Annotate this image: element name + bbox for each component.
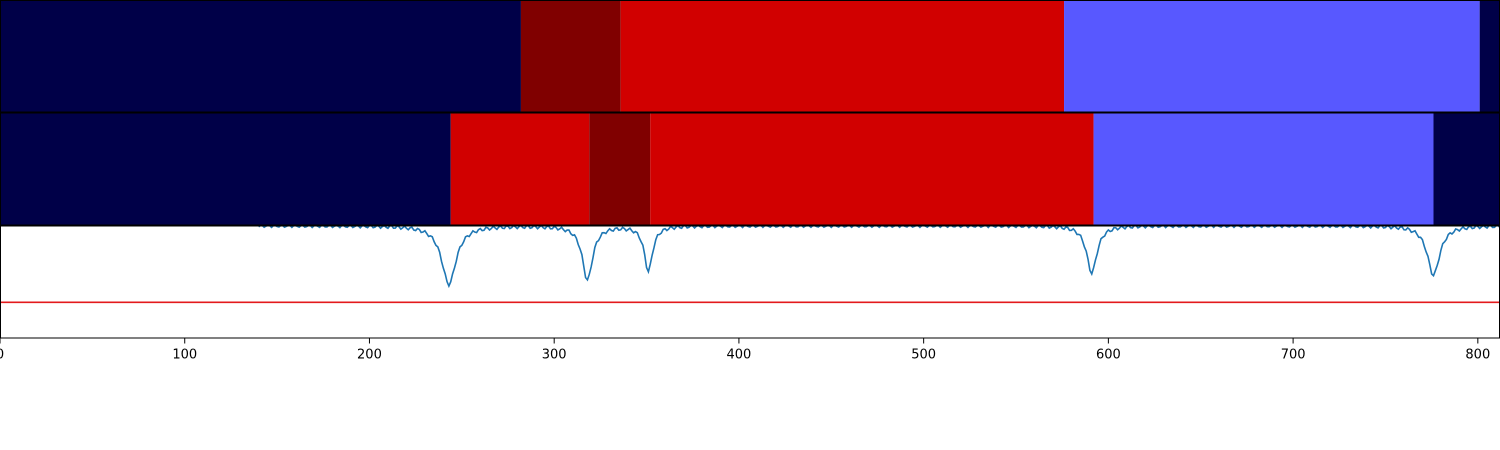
x-tick-label: 700 <box>1281 348 1306 363</box>
segment-1-0 <box>0 112 451 226</box>
x-axis: 0 100 200 300 400 500 600 700 800 <box>0 338 1490 363</box>
segment-1-2 <box>589 112 651 226</box>
x-tick-label: 400 <box>727 348 752 363</box>
segment-0-1 <box>520 0 621 113</box>
x-tick-label: 300 <box>542 348 567 363</box>
segment-1-1 <box>450 112 590 226</box>
signal-panel <box>0 224 1500 304</box>
x-tick-label: 500 <box>911 348 936 363</box>
x-tick-label: 600 <box>1096 348 1121 363</box>
segment-0-2 <box>620 0 1065 113</box>
segment-track-middle <box>0 112 1500 226</box>
segment-1-4 <box>1093 112 1434 226</box>
segment-track-top <box>0 0 1500 113</box>
segment-0-0 <box>0 0 521 113</box>
x-tick-label: 800 <box>1465 348 1490 363</box>
x-tick-label: 100 <box>172 348 197 363</box>
x-tick-label: 200 <box>357 348 382 363</box>
segment-0-4 <box>1479 0 1500 113</box>
x-tick-label: 0 <box>0 348 4 363</box>
segment-1-3 <box>650 112 1094 226</box>
segment-1-5 <box>1433 112 1500 226</box>
panel-frame-2 <box>0 225 1500 339</box>
segment-0-3 <box>1064 0 1480 113</box>
signal-line <box>258 224 1500 289</box>
